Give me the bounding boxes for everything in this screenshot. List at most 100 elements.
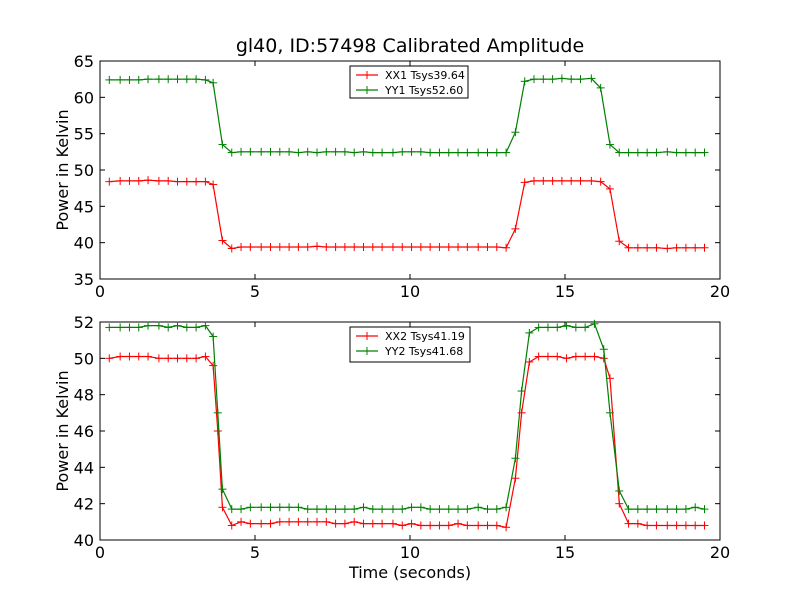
- data-point: [525, 357, 534, 366]
- data-point: [435, 148, 444, 157]
- data-point: [173, 177, 182, 186]
- data-point: [530, 176, 538, 185]
- data-point: [331, 147, 340, 156]
- x-tick-label: 5: [250, 282, 260, 301]
- data-point: [681, 148, 690, 157]
- data-point: [125, 176, 134, 185]
- data-point: [633, 243, 642, 252]
- series-yy2: [105, 319, 709, 514]
- data-point: [463, 243, 472, 252]
- data-point: [237, 517, 246, 526]
- data-point: [548, 176, 557, 185]
- series-yy1: [105, 74, 709, 157]
- data-point: [539, 75, 548, 84]
- data-point: [201, 352, 210, 361]
- data-point: [474, 521, 483, 530]
- data-point: [368, 148, 377, 157]
- data-point: [388, 148, 397, 157]
- data-point: [576, 176, 585, 185]
- data-point: [672, 243, 681, 252]
- data-point: [313, 148, 321, 157]
- data-point: [492, 521, 501, 530]
- data-point: [182, 75, 191, 84]
- data-point: [227, 521, 236, 530]
- data-point: [426, 521, 435, 530]
- data-point: [672, 148, 681, 157]
- data-point: [633, 505, 642, 514]
- data-point: [125, 75, 134, 84]
- data-point: [154, 75, 163, 84]
- data-point: [303, 243, 312, 252]
- data-point: [426, 148, 435, 157]
- data-point: [246, 243, 255, 252]
- data-point: [331, 243, 340, 252]
- data-point: [663, 505, 672, 514]
- data-point: [511, 128, 520, 137]
- data-point: [285, 147, 294, 156]
- data-point: [511, 474, 520, 483]
- data-point: [378, 243, 387, 252]
- data-point: [643, 505, 652, 514]
- data-point: [368, 243, 377, 252]
- data-point: [624, 505, 633, 514]
- x-axis-label: Time (seconds): [348, 563, 471, 582]
- x-tick-label: 15: [555, 543, 575, 562]
- series-line: [109, 179, 705, 250]
- data-point: [144, 352, 153, 361]
- y-tick-label: 60: [74, 88, 94, 107]
- y-tick-label: 45: [74, 197, 94, 216]
- data-point: [303, 505, 312, 514]
- data-point: [275, 517, 284, 526]
- data-point: [134, 75, 143, 84]
- y-tick-label: 40: [74, 531, 94, 550]
- y-tick-label: 52: [74, 313, 94, 332]
- data-point: [294, 243, 303, 252]
- data-point: [246, 519, 255, 528]
- data-point: [483, 505, 492, 514]
- data-point: [652, 505, 661, 514]
- data-point: [388, 519, 397, 528]
- y-tick-label: 44: [74, 458, 94, 477]
- data-point: [359, 503, 368, 512]
- top-chart: gl40, ID:57498 Calibrated Amplitude Powe…: [53, 35, 730, 301]
- data-point: [416, 521, 425, 530]
- data-point: [681, 505, 690, 514]
- data-point: [502, 523, 511, 532]
- data-point: [590, 319, 599, 328]
- data-point: [144, 176, 153, 185]
- data-point: [562, 321, 571, 330]
- data-point: [285, 243, 294, 252]
- data-point: [474, 148, 483, 157]
- legend-entry-label: YY2 Tsys41.68: [384, 345, 463, 358]
- data-point: [435, 243, 444, 252]
- series-line: [109, 323, 705, 510]
- data-point: [511, 454, 520, 463]
- data-point: [164, 354, 173, 363]
- data-point: [313, 505, 321, 514]
- legend-entry-label: XX1 Tsys39.64: [385, 69, 465, 82]
- data-point: [350, 148, 359, 157]
- data-point: [378, 148, 387, 157]
- data-point: [599, 354, 608, 363]
- data-point: [237, 243, 246, 252]
- data-point: [340, 147, 349, 156]
- data-point: [463, 505, 472, 514]
- data-point: [571, 323, 580, 332]
- data-point: [605, 408, 614, 417]
- data-point: [663, 244, 672, 253]
- data-point: [587, 74, 596, 83]
- data-point: [567, 75, 576, 84]
- legend: XX1 Tsys39.64 YY1 Tsys52.60: [349, 65, 469, 99]
- data-point: [173, 75, 182, 84]
- data-point: [599, 345, 608, 354]
- data-point: [313, 242, 321, 251]
- data-point: [125, 323, 134, 332]
- x-tick-label: 5: [250, 543, 260, 562]
- data-point: [105, 323, 114, 332]
- data-point: [407, 243, 416, 252]
- data-point: [700, 521, 709, 530]
- top-chart-marks: 0 5 10 15 20 35 40 45 50 55 60 65 XX1 Tsys39.64 YY1 T…: [74, 52, 731, 301]
- data-point: [192, 75, 201, 84]
- data-point: [581, 323, 590, 332]
- data-point: [416, 243, 425, 252]
